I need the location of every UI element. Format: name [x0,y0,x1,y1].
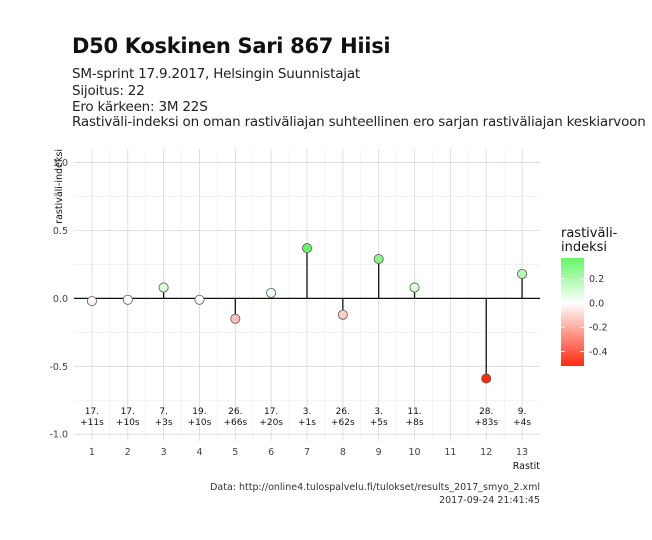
x-tick-label: 11 [444,447,456,458]
chart-title: D50 Koskinen Sari 867 Hiisi [72,34,391,58]
point-labels: 17.+11s17.+10s7.+3s19.+10s26.+66s17.+20s… [80,407,531,428]
diff-label: +62s [331,418,355,428]
rank-label: 11. [407,407,421,417]
y-tick-label: 0.0 [53,294,68,305]
data-point [194,294,205,305]
diff-label: +10s [116,418,140,428]
data-point [230,313,241,324]
y-tick-label: -0.5 [49,362,68,373]
x-tick-label: 9 [376,447,382,458]
rank-label: 3. [374,407,383,417]
legend-tick-label: 0.0 [589,298,604,309]
rank-label: 17. [85,407,99,417]
axes: 1.00.50.0-0.5-1.01 2 3 4 5 6 7 8 9 10 11 12 13Rastit… [49,149,540,472]
diff-label: +83s [474,418,498,428]
rank-label: 26. [228,407,242,417]
subtitle-line-3: Ero kärkeen: 3M 22S [72,99,208,115]
data-point [409,282,420,293]
color-legend: rastiväli-indeksi 0.2 0.0 -0.2 -0.4 [561,226,618,366]
diff-label: +8s [406,418,424,428]
x-tick-label: 12 [480,447,492,458]
rank-label: 9. [518,407,527,417]
x-tick-label: 5 [232,447,238,458]
legend-tick-label: 0.2 [589,274,604,285]
data-points [86,243,528,384]
data-point [158,282,169,293]
diff-label: +3s [155,418,173,428]
x-tick-label: 1 [89,447,95,458]
y-axis-title: rastiväli-indeksi [54,149,65,224]
rank-label: 17. [264,407,278,417]
subtitle-line-4: Rastiväli-indeksi on oman rastiväliajan … [72,114,646,130]
y-tick-label: -1.0 [49,430,68,441]
x-tick-label: 6 [268,447,274,458]
subtitle-line-1: SM-sprint 17.9.2017, Helsingin Suunnista… [72,66,360,82]
legend-tick-label: -0.2 [589,323,608,334]
rank-label: 7. [159,407,168,417]
data-point [337,309,348,320]
diff-label: +11s [80,418,104,428]
data-point [301,243,312,254]
x-tick-label: 3 [161,447,167,458]
subtitle-line-2: Sijoitus: 22 [72,83,145,99]
legend-title-line-1: rastiväli- [561,226,618,241]
rank-label: 17. [121,407,135,417]
x-tick-label: 2 [125,447,131,458]
diff-label: +20s [259,418,283,428]
rank-label: 3. [303,407,312,417]
data-point [86,296,97,307]
legend-colorbar [561,258,584,366]
data-point [517,268,528,279]
diff-label: +10s [188,418,212,428]
x-tick-label: 10 [408,447,420,458]
y-tick-label: 0.5 [53,226,68,237]
legend-title-line-2: indeksi [561,240,607,255]
rank-label: 26. [336,407,350,417]
data-point [122,294,133,305]
diff-label: +5s [370,418,388,428]
data-source-caption: Data: http://online4.tulospalvelu.fi/tul… [210,482,540,493]
data-point [481,373,492,384]
data-point [373,254,384,265]
diff-label: +4s [513,418,531,428]
rank-label: 28. [479,407,493,417]
diff-label: +1s [298,418,316,428]
rank-label: 19. [192,407,206,417]
x-tick-label: 8 [340,447,346,458]
legend-tick-label: -0.4 [589,347,608,358]
x-tick-label: 7 [304,447,310,458]
x-tick-label: 13 [516,447,528,458]
diff-label: +66s [223,418,247,428]
timestamp-caption: 2017-09-24 21:41:45 [439,495,540,506]
grid-lines [74,149,540,441]
x-axis-title: Rastit [513,461,541,472]
data-point [266,287,277,298]
x-tick-label: 4 [196,447,202,458]
y-tick-label: 1.0 [53,158,68,169]
